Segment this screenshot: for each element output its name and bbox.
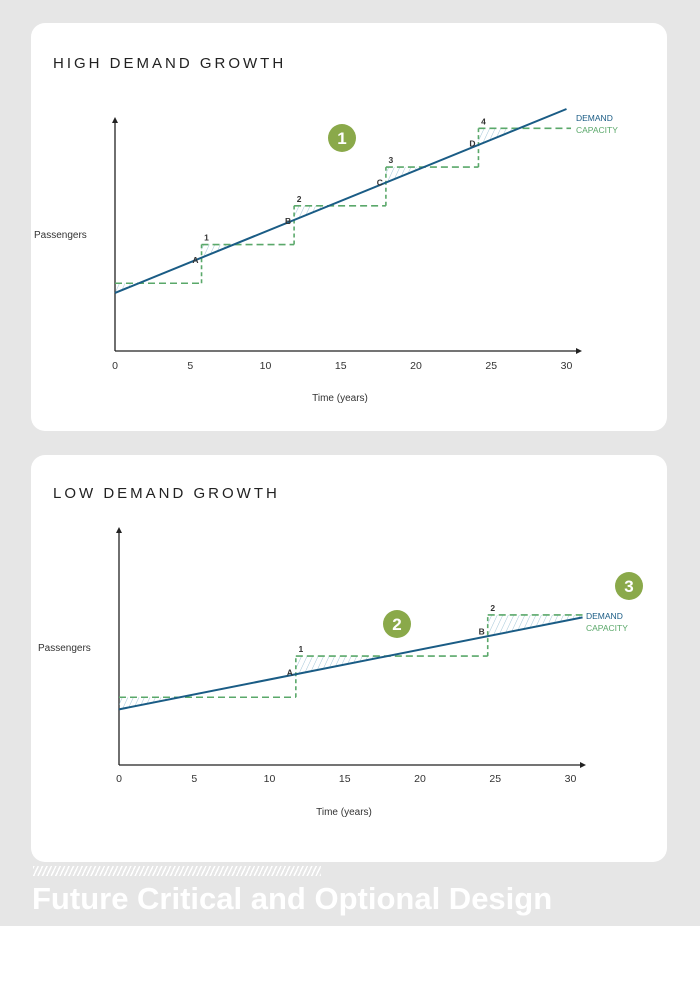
legend-capacity: CAPACITY (586, 623, 628, 633)
capacity-step-marker: B (285, 216, 291, 226)
capacity-step-marker: C (377, 177, 383, 187)
legend-demand: DEMAND (586, 611, 623, 621)
x-tick-label: 15 (339, 773, 351, 785)
x-axis-label: Time (years) (316, 807, 372, 818)
number-badge (615, 572, 643, 600)
x-tick-label: 20 (410, 360, 422, 372)
x-tick-label: 30 (561, 360, 573, 372)
number-badge (328, 124, 356, 152)
capacity-step-marker: D (469, 139, 475, 149)
x-tick-label: 0 (112, 360, 118, 372)
capacity-step-marker: B (479, 627, 485, 637)
x-tick-label: 15 (335, 360, 347, 372)
x-tick-label: 5 (187, 360, 193, 372)
capacity-step-number: 3 (389, 155, 394, 165)
x-tick-label: 20 (414, 773, 426, 785)
footer-title: Future Critical and Optional Design (32, 881, 553, 916)
x-tick-label: 25 (489, 773, 501, 785)
capacity-step-number: 2 (297, 194, 302, 204)
capacity-step-marker: A (192, 255, 198, 265)
capacity-step-number: 1 (204, 233, 209, 243)
x-axis-arrow (580, 762, 586, 768)
chart-card-high-demand: HIGH DEMAND GROWTH 0 5 10 15 20 25 30 Passenger… (31, 23, 667, 431)
number-badge-label: 1 (337, 129, 346, 148)
x-tick-label: 10 (260, 360, 272, 372)
y-axis-arrow (116, 527, 122, 533)
x-tick-label: 10 (264, 773, 276, 785)
chart-title-low: LOW DEMAND GROWTH (53, 485, 280, 502)
y-axis-arrow (112, 117, 118, 123)
capacity-step-number: 1 (298, 644, 303, 654)
capacity-step-number: 4 (481, 116, 486, 126)
legend-demand: DEMAND (576, 113, 613, 123)
number-badge (383, 610, 411, 638)
y-axis-label: Passengers (38, 643, 91, 654)
chart-card-low-demand: LOW DEMAND GROWTH 0 5 10 15 20 25 30 Passengers… (31, 455, 667, 862)
capacity-step-marker: A (287, 668, 293, 678)
number-badge-label: 3 (624, 577, 633, 596)
legend-capacity: CAPACITY (576, 125, 618, 135)
x-tick-label: 25 (485, 360, 497, 372)
x-tick-label: 5 (191, 773, 197, 785)
capacity-step-number: 2 (490, 603, 495, 613)
decorative-stripes (33, 866, 321, 876)
demand-line (114, 108, 567, 294)
x-axis-label: Time (years) (312, 393, 368, 404)
x-tick-label: 0 (116, 773, 122, 785)
x-tick-label: 30 (565, 773, 577, 785)
y-axis-label: Passengers (34, 230, 87, 241)
number-badge-label: 2 (392, 615, 401, 634)
chart-high-demand-svg: 0 5 10 15 20 25 30 Passengers Time (years) 1 A 2 B 3 C… (34, 108, 618, 404)
x-axis-arrow (576, 348, 582, 354)
demand-line (118, 616, 583, 711)
chart-low-demand-svg: 0 5 10 15 20 25 30 Passengers Time (years) 1 A 2 B DE… (38, 527, 643, 818)
chart-title-high: HIGH DEMAND GROWTH (53, 55, 287, 72)
